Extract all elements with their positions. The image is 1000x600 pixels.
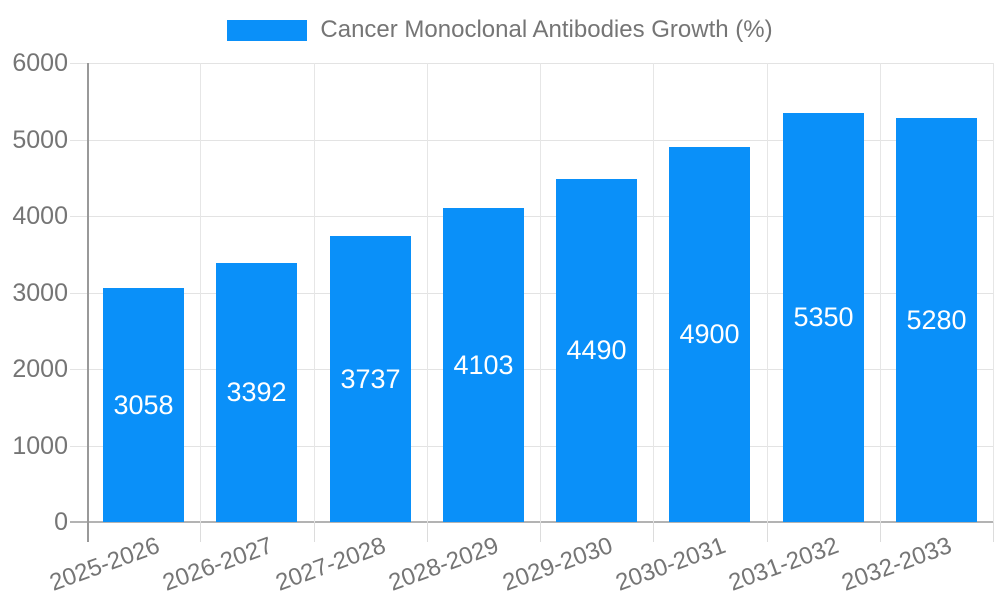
x-axis-tick bbox=[880, 522, 881, 542]
y-axis-line bbox=[87, 63, 89, 542]
y-axis-tick-label: 5000 bbox=[12, 126, 68, 154]
y-axis-tick bbox=[70, 63, 87, 64]
bar: 3392 bbox=[216, 263, 297, 522]
x-axis-tick bbox=[540, 522, 541, 542]
y-axis-tick-label: 6000 bbox=[12, 49, 68, 77]
y-axis-tick-label: 0 bbox=[54, 508, 68, 536]
y-axis-tick-label: 1000 bbox=[12, 432, 68, 460]
bar-value-label: 4490 bbox=[566, 335, 627, 365]
vertical-gridline bbox=[767, 63, 768, 522]
x-axis-tick bbox=[653, 522, 654, 542]
x-axis-tick bbox=[314, 522, 315, 542]
x-axis-tick bbox=[427, 522, 428, 542]
vertical-gridline bbox=[314, 63, 315, 522]
bar: 3058 bbox=[103, 288, 184, 522]
bar: 5280 bbox=[896, 118, 977, 522]
bar-value-label: 4103 bbox=[453, 349, 514, 380]
x-axis-tick-label: 2030-2031 bbox=[612, 532, 730, 597]
x-axis-tick-label: 2025-2026 bbox=[46, 532, 164, 597]
y-axis-tick bbox=[70, 216, 87, 217]
bar-value-label: 3058 bbox=[113, 389, 174, 420]
legend-swatch-icon[interactable] bbox=[227, 19, 308, 41]
bar-value-label: 5350 bbox=[793, 302, 854, 332]
vertical-gridline bbox=[200, 63, 201, 522]
bar: 5350 bbox=[783, 113, 864, 522]
legend-label: Cancer Monoclonal Antibodies Growth (%) bbox=[320, 16, 773, 43]
y-axis-tick bbox=[70, 293, 87, 294]
y-axis-tick-label: 3000 bbox=[12, 279, 68, 307]
legend[interactable]: Cancer Monoclonal Antibodies Growth (%) bbox=[0, 16, 1000, 44]
x-axis-tick-label: 2026-2027 bbox=[159, 532, 277, 597]
x-axis-tick bbox=[200, 522, 201, 542]
vertical-gridline bbox=[653, 63, 654, 522]
y-axis-tick-label: 2000 bbox=[12, 355, 68, 383]
y-axis-tick-label: 4000 bbox=[12, 202, 68, 230]
bar-value-label: 3392 bbox=[226, 377, 287, 407]
x-axis-tick-label: 2032-2033 bbox=[838, 532, 956, 597]
x-axis-tick-label: 2029-2030 bbox=[499, 532, 617, 597]
vertical-gridline bbox=[993, 63, 994, 522]
bar: 4103 bbox=[443, 208, 524, 522]
y-axis-tick bbox=[70, 369, 87, 370]
plot-area: 0 1000 2000 3000 4000 5000 6000 3058 3392 3737 410… bbox=[12, 49, 994, 597]
y-axis-tick bbox=[70, 446, 87, 447]
bar-value-label: 5280 bbox=[906, 304, 967, 335]
bar-value-label: 4900 bbox=[679, 319, 740, 349]
y-axis-tick bbox=[70, 140, 87, 141]
bar: 3737 bbox=[330, 236, 411, 522]
bar: 4900 bbox=[669, 147, 750, 522]
bar: 4490 bbox=[556, 179, 637, 522]
vertical-gridline bbox=[540, 63, 541, 522]
x-axis-tick-label: 2031-2032 bbox=[725, 532, 843, 597]
vertical-gridline bbox=[427, 63, 428, 522]
x-axis-tick-label: 2027-2028 bbox=[272, 532, 390, 597]
vertical-gridline bbox=[880, 63, 881, 522]
x-axis-tick bbox=[767, 522, 768, 542]
x-axis-tick bbox=[993, 522, 994, 542]
x-axis-line bbox=[70, 521, 993, 523]
bar-value-label: 3737 bbox=[340, 363, 401, 394]
x-axis-tick-label: 2028-2029 bbox=[385, 532, 503, 597]
